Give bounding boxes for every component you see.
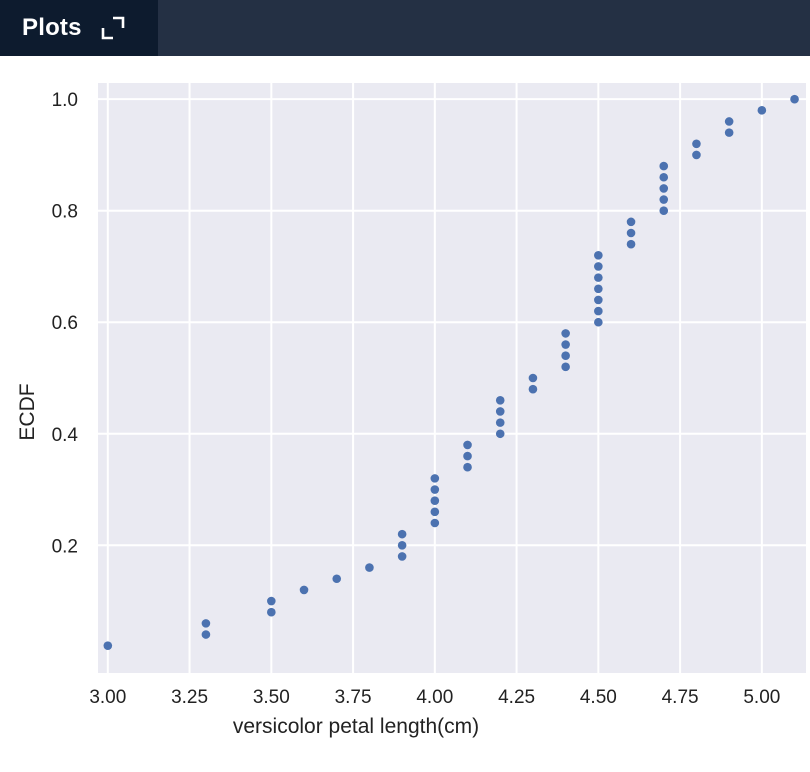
y-tick-label: 0.4 [52,425,79,446]
data-point [267,607,276,617]
data-point [495,407,505,416]
data-point [463,462,472,472]
tab-plots[interactable]: Plots [0,0,158,56]
data-point [267,596,276,606]
y-axis-ticks: 0.2 0.4 0.6 0.8 1.0 [52,90,79,557]
data-point [430,518,440,528]
grid-lines [98,83,806,673]
data-point [463,451,472,461]
x-tick-label: 3.25 [171,687,208,708]
top-bar: Plots [0,0,810,56]
data-point [594,273,603,282]
data-point [594,295,603,305]
data-point [495,396,505,405]
data-point [561,329,570,338]
data-point [790,94,799,104]
expand-icon[interactable] [100,15,126,41]
plot-area [98,83,806,673]
data-point [659,206,669,216]
data-point [561,340,570,349]
data-point [659,195,669,204]
data-point [528,373,538,383]
data-point [463,440,472,450]
y-tick-label: 0.2 [52,536,78,557]
data-point [365,563,374,572]
x-tick-label: 3.50 [253,687,290,708]
data-point [626,217,636,227]
data-point [397,529,407,539]
data-point [397,552,407,561]
data-point [430,485,440,494]
data-point [430,496,440,505]
data-points [103,94,799,650]
data-point [561,362,570,372]
x-tick-label: 4.00 [416,687,453,708]
data-point [626,239,636,249]
data-point [626,228,636,238]
data-point [757,106,767,115]
x-tick-label: 4.25 [498,687,535,708]
x-tick-label: 3.75 [335,687,372,708]
data-point [561,351,570,360]
x-tick-label: 5.00 [743,687,780,708]
x-axis-label: versicolor petal length(cm) [233,715,479,738]
tab-plots-label: Plots [22,14,82,41]
data-point [430,507,440,517]
data-point [201,619,211,628]
data-point [332,574,342,584]
data-point [397,540,407,550]
data-point [659,161,669,171]
data-point [299,585,309,595]
y-tick-label: 0.6 [52,313,78,334]
data-point [103,641,113,650]
data-point [594,284,603,294]
data-point [659,172,669,182]
data-point [594,262,603,271]
data-point [201,630,211,639]
x-tick-label: 4.75 [662,687,699,708]
data-point [594,306,603,316]
data-point [594,317,603,327]
ecdf-scatter-chart: 3.00 3.25 3.50 3.75 4.00 4.25 4.50 4.75 5.00 0.2… [16,83,806,738]
data-point [692,139,701,149]
data-point [724,117,734,126]
data-point [495,418,505,427]
data-point [659,184,669,193]
y-tick-label: 0.8 [52,202,78,223]
data-point [594,251,603,260]
y-tick-label: 1.0 [52,90,78,111]
x-tick-label: 3.00 [89,687,126,708]
data-point [692,150,701,160]
data-point [724,128,734,137]
data-point [430,474,440,483]
x-tick-label: 4.50 [580,687,617,708]
data-point [528,384,538,394]
y-axis-label: ECDF [16,383,39,440]
x-axis-ticks: 3.00 3.25 3.50 3.75 4.00 4.25 4.50 4.75 5.00 [89,687,780,708]
data-point [495,429,505,439]
